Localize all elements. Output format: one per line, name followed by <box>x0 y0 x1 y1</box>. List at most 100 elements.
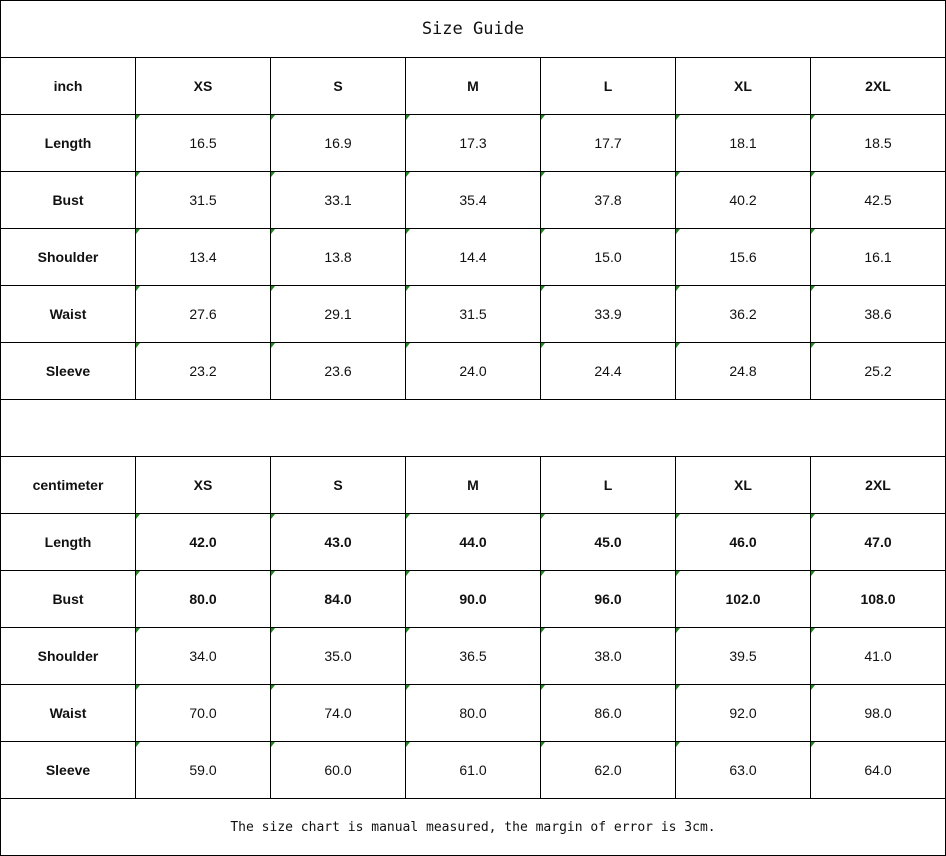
measurement-value: 84.0 <box>270 570 406 628</box>
measurement-value: 64.0 <box>810 741 946 799</box>
measurement-label: Waist <box>0 285 136 343</box>
measurement-value: 17.7 <box>540 114 676 172</box>
size-header: 2XL <box>810 456 946 514</box>
measurement-value: 92.0 <box>675 684 811 742</box>
measurement-value: 16.1 <box>810 228 946 286</box>
measurement-value: 31.5 <box>405 285 541 343</box>
measurement-value: 16.5 <box>135 114 271 172</box>
measurement-value: 42.5 <box>810 171 946 229</box>
table-row: Sleeve 23.2 23.6 24.0 24.4 24.8 25.2 <box>0 342 946 400</box>
table-row: Bust 80.0 84.0 90.0 96.0 102.0 108.0 <box>0 570 946 628</box>
size-header: M <box>405 57 541 115</box>
measurement-value: 14.4 <box>405 228 541 286</box>
measurement-value: 15.0 <box>540 228 676 286</box>
measurement-value: 24.8 <box>675 342 811 400</box>
measurement-value: 74.0 <box>270 684 406 742</box>
table-row: Length 16.5 16.9 17.3 17.7 18.1 18.5 <box>0 114 946 172</box>
measurement-value: 43.0 <box>270 513 406 571</box>
size-header: XL <box>675 456 811 514</box>
measurement-value: 24.0 <box>405 342 541 400</box>
measurement-value: 16.9 <box>270 114 406 172</box>
measurement-value: 13.8 <box>270 228 406 286</box>
measurement-label: Shoulder <box>0 627 136 685</box>
table-row: Shoulder 13.4 13.8 14.4 15.0 15.6 16.1 <box>0 228 946 286</box>
measurement-value: 90.0 <box>405 570 541 628</box>
size-header: S <box>270 456 406 514</box>
measurement-value: 63.0 <box>675 741 811 799</box>
measurement-value: 33.9 <box>540 285 676 343</box>
measurement-value: 18.1 <box>675 114 811 172</box>
measurement-value: 17.3 <box>405 114 541 172</box>
measurement-value: 39.5 <box>675 627 811 685</box>
measurement-value: 38.0 <box>540 627 676 685</box>
measurement-value: 36.2 <box>675 285 811 343</box>
measurement-value: 61.0 <box>405 741 541 799</box>
measurement-value: 80.0 <box>405 684 541 742</box>
measurement-value: 18.5 <box>810 114 946 172</box>
table-row: Sleeve 59.0 60.0 61.0 62.0 63.0 64.0 <box>0 741 946 799</box>
measurement-value: 23.6 <box>270 342 406 400</box>
measurement-value: 29.1 <box>270 285 406 343</box>
spacer-row <box>0 399 946 457</box>
measurement-label: Length <box>0 513 136 571</box>
unit-header: centimeter <box>0 456 136 514</box>
measurement-value: 44.0 <box>405 513 541 571</box>
measurement-value: 86.0 <box>540 684 676 742</box>
measurement-value: 37.8 <box>540 171 676 229</box>
table-row: Shoulder 34.0 35.0 36.5 38.0 39.5 41.0 <box>0 627 946 685</box>
unit-header: inch <box>0 57 136 115</box>
size-header: XS <box>135 456 271 514</box>
measurement-value: 98.0 <box>810 684 946 742</box>
size-header: XL <box>675 57 811 115</box>
measurement-value: 36.5 <box>405 627 541 685</box>
table-row: Bust 31.5 33.1 35.4 37.8 40.2 42.5 <box>0 171 946 229</box>
header-row: inch XS S M L XL 2XL <box>0 57 946 115</box>
table-row: Waist 27.6 29.1 31.5 33.9 36.2 38.6 <box>0 285 946 343</box>
measurement-value: 46.0 <box>675 513 811 571</box>
measurement-value: 40.2 <box>675 171 811 229</box>
measurement-value: 33.1 <box>270 171 406 229</box>
measurement-value: 13.4 <box>135 228 271 286</box>
measurement-value: 62.0 <box>540 741 676 799</box>
measurement-label: Sleeve <box>0 342 136 400</box>
measurement-value: 45.0 <box>540 513 676 571</box>
footnote: The size chart is manual measured, the m… <box>0 798 946 856</box>
measurement-label: Waist <box>0 684 136 742</box>
table-title: Size Guide <box>0 0 946 58</box>
measurement-value: 35.0 <box>270 627 406 685</box>
measurement-label: Bust <box>0 570 136 628</box>
measurement-value: 70.0 <box>135 684 271 742</box>
measurement-value: 15.6 <box>675 228 811 286</box>
size-header: S <box>270 57 406 115</box>
measurement-value: 47.0 <box>810 513 946 571</box>
measurement-value: 59.0 <box>135 741 271 799</box>
measurement-value: 34.0 <box>135 627 271 685</box>
measurement-value: 41.0 <box>810 627 946 685</box>
size-header: M <box>405 456 541 514</box>
header-row: centimeter XS S M L XL 2XL <box>0 456 946 514</box>
title-row: Size Guide <box>0 0 946 58</box>
measurement-value: 102.0 <box>675 570 811 628</box>
measurement-label: Length <box>0 114 136 172</box>
measurement-label: Shoulder <box>0 228 136 286</box>
spacer-cell <box>0 399 946 457</box>
measurement-label: Sleeve <box>0 741 136 799</box>
measurement-value: 27.6 <box>135 285 271 343</box>
measurement-value: 24.4 <box>540 342 676 400</box>
measurement-label: Bust <box>0 171 136 229</box>
footnote-row: The size chart is manual measured, the m… <box>0 798 946 856</box>
measurement-value: 31.5 <box>135 171 271 229</box>
measurement-value: 60.0 <box>270 741 406 799</box>
size-header: L <box>540 456 676 514</box>
table-row: Length 42.0 43.0 44.0 45.0 46.0 47.0 <box>0 513 946 571</box>
measurement-value: 96.0 <box>540 570 676 628</box>
size-header: L <box>540 57 676 115</box>
size-header: XS <box>135 57 271 115</box>
measurement-value: 35.4 <box>405 171 541 229</box>
size-header: 2XL <box>810 57 946 115</box>
measurement-value: 42.0 <box>135 513 271 571</box>
measurement-value: 108.0 <box>810 570 946 628</box>
measurement-value: 25.2 <box>810 342 946 400</box>
measurement-value: 80.0 <box>135 570 271 628</box>
